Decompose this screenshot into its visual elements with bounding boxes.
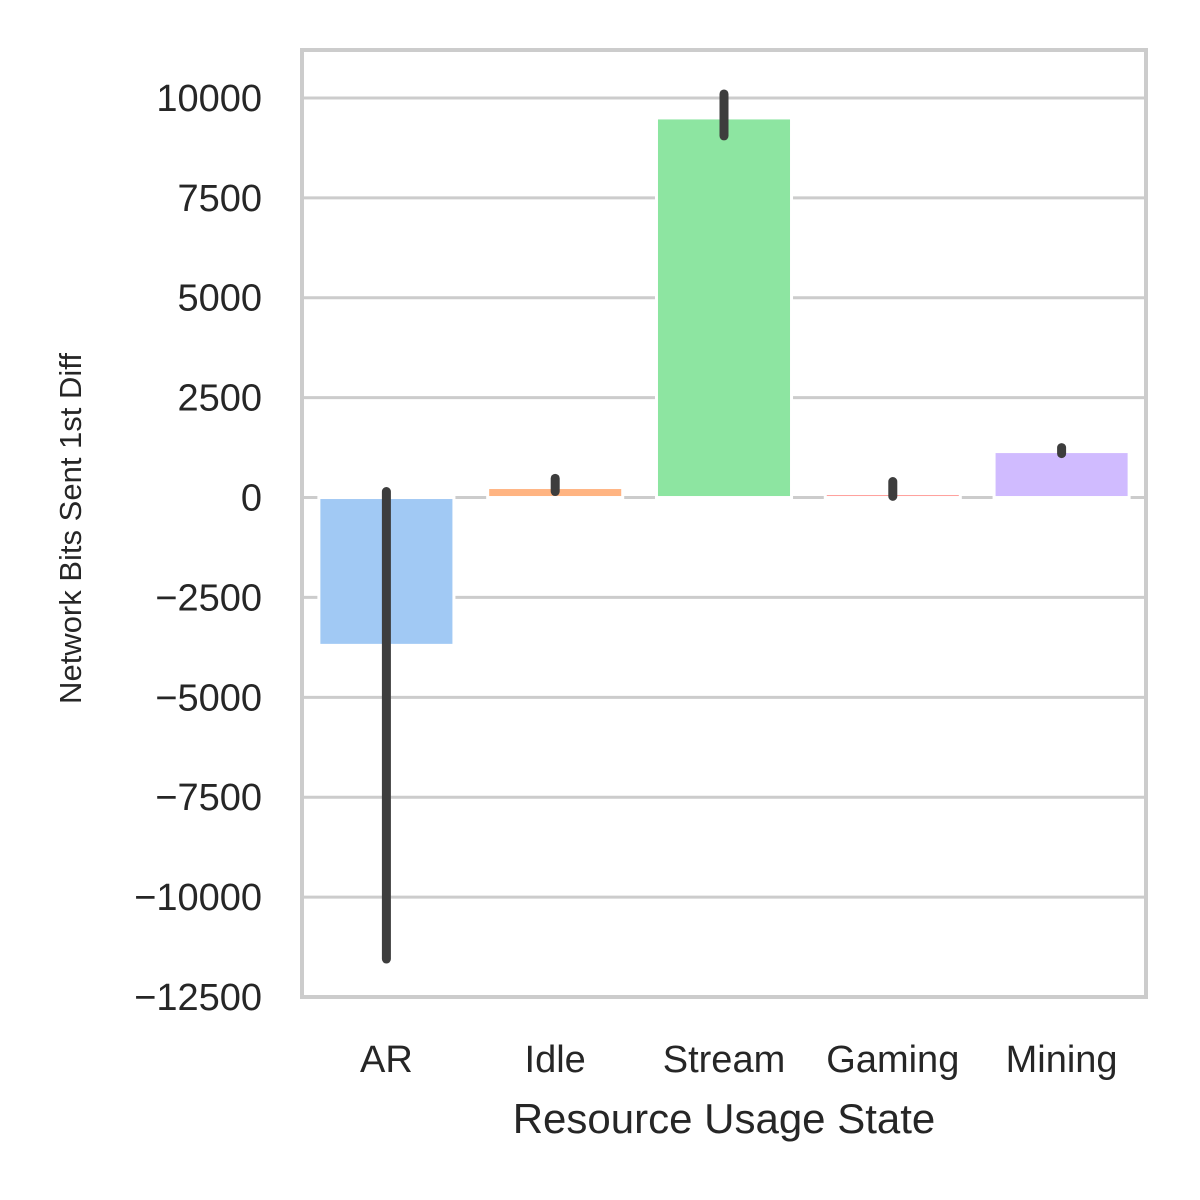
error-bars <box>381 89 1067 964</box>
y-tick-label: −5000 <box>155 677 262 719</box>
y-tick-label: −7500 <box>155 777 262 819</box>
x-tick-label: Stream <box>663 1039 785 1081</box>
y-tick-label: −12500 <box>134 977 262 1019</box>
x-tick-label: Mining <box>1006 1039 1118 1081</box>
x-tick-label: Gaming <box>826 1039 959 1081</box>
y-axis-title: Network Bits Sent 1st Diff <box>53 353 88 704</box>
x-tick-label: Idle <box>525 1039 586 1081</box>
plot-frame <box>300 48 1148 999</box>
x-tick-labels: AR Idle Stream Gaming Mining <box>360 1039 1118 1081</box>
y-tick-labels: 10000 7500 5000 2500 0 −2500 −5000 −7500 −10000 −… <box>134 78 262 1019</box>
y-tick-label: 2500 <box>177 378 262 420</box>
bar-stream <box>654 116 794 500</box>
bar-mining <box>992 450 1131 500</box>
y-tick-label: 5000 <box>177 278 262 320</box>
y-tick-label: −2500 <box>155 577 262 619</box>
x-axis-title: Resource Usage State <box>513 1095 936 1142</box>
y-tick-label: −10000 <box>134 877 262 919</box>
y-tick-label: 10000 <box>156 78 262 120</box>
y-tick-label: 0 <box>241 478 262 520</box>
y-tick-label: 7500 <box>177 178 262 220</box>
x-tick-label: AR <box>360 1039 413 1081</box>
